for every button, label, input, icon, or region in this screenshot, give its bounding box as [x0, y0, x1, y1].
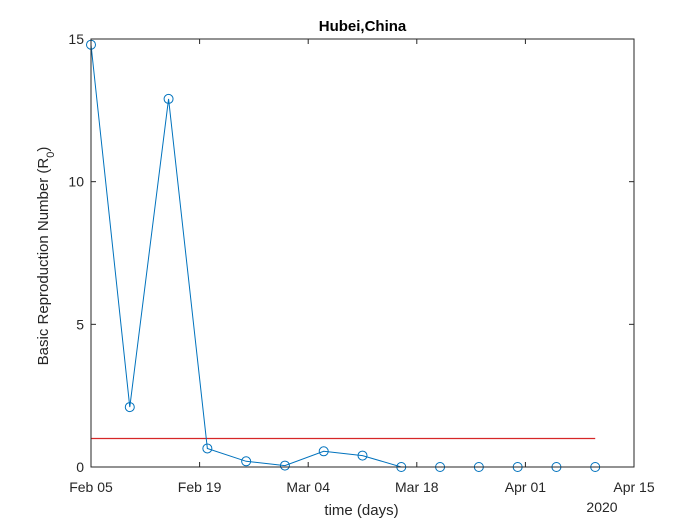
y-tick-label: 10 — [68, 174, 84, 190]
axis-ticks: Feb 05 Feb 19 Mar 04 Mar 18 Apr 01 Apr 15 0 5 10… — [68, 31, 654, 495]
data-point — [202, 443, 213, 454]
x-tick-label: Mar 04 — [286, 479, 330, 495]
y-axis-title-subscript: 0 — [45, 152, 57, 158]
data-point — [318, 446, 329, 457]
x-axis-year-label: 2020 — [586, 499, 617, 515]
data-point — [357, 450, 368, 461]
x-tick-label: Mar 18 — [395, 479, 439, 495]
data-point — [163, 93, 174, 104]
data-point — [241, 456, 252, 467]
plot-area — [91, 39, 634, 467]
y-axis-title: Basic Reproduction Number (R0) — [35, 147, 57, 366]
data-point — [124, 402, 135, 413]
y-tick-label: 15 — [68, 31, 84, 47]
x-tick-label: Feb 19 — [178, 479, 222, 495]
x-axis-title: time (days) — [324, 502, 398, 519]
x-tick-label: Apr 15 — [613, 479, 654, 495]
x-tick-label: Apr 01 — [505, 479, 546, 495]
y-tick-label: 0 — [76, 459, 84, 475]
x-tick-label: Feb 05 — [69, 479, 113, 495]
y-axis-title-text: Basic Reproduction Number (R — [35, 158, 52, 366]
data-point — [279, 460, 290, 471]
plot-border — [90, 38, 635, 468]
y-axis-title-suffix: ) — [35, 147, 52, 152]
chart-title: Hubei,China — [319, 18, 407, 35]
y-tick-label: 5 — [76, 316, 84, 332]
